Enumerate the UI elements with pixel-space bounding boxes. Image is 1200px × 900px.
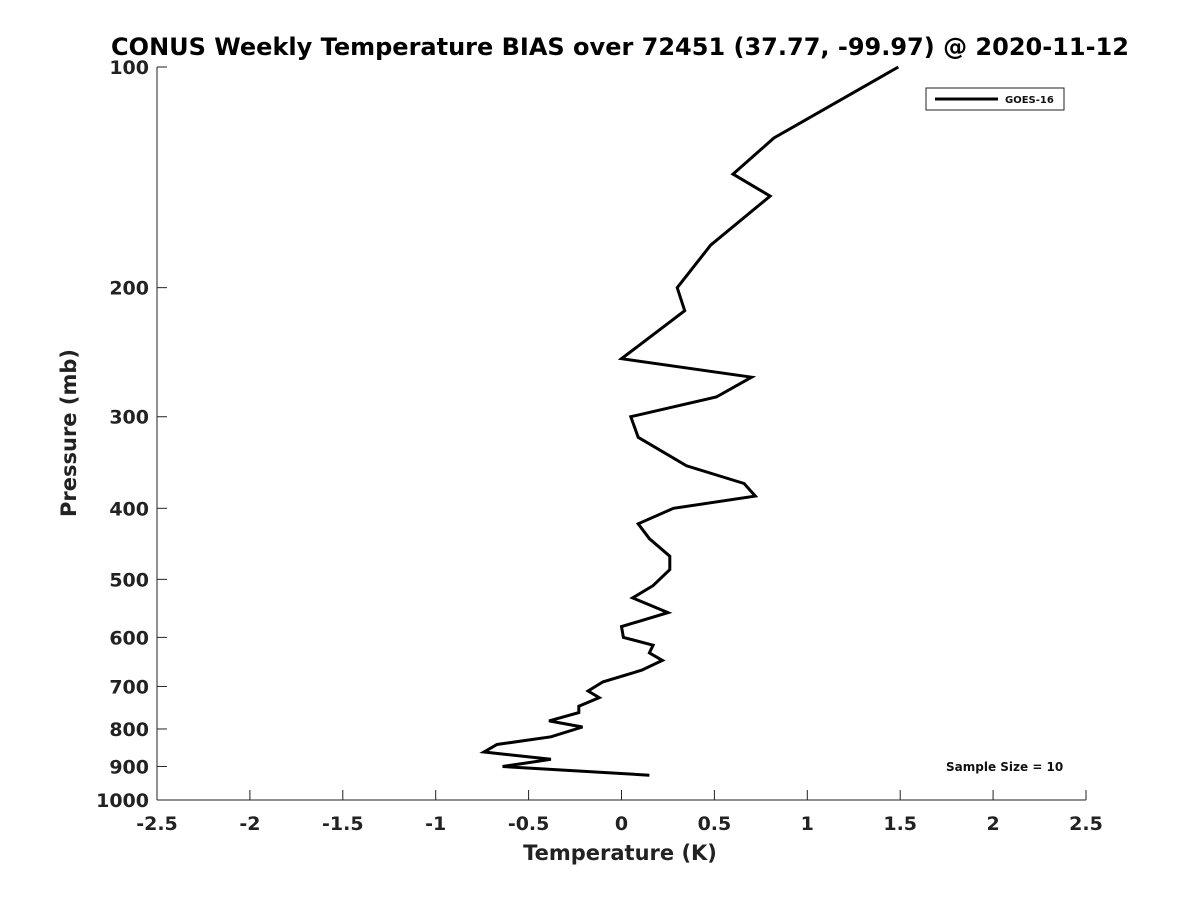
y-tick-label: 1000 [96, 790, 149, 812]
x-tick-label: 1.5 [883, 813, 917, 835]
y-tick-label: 100 [109, 57, 149, 79]
series-line-goes-16 [479, 65, 900, 777]
x-tick-label: -0.5 [508, 813, 550, 835]
y-tick-label: 700 [109, 676, 149, 698]
x-axis-label: Temperature (K) [523, 841, 717, 865]
y-tick-label: 300 [109, 407, 149, 429]
x-tick-label: 0 [615, 813, 628, 835]
plot-area [157, 67, 1086, 800]
y-tick-label: 500 [109, 569, 149, 591]
x-tick-label: 2 [986, 813, 999, 835]
chart-title: CONUS Weekly Temperature BIAS over 72451… [111, 33, 1129, 61]
x-tick-label: -1 [425, 813, 446, 835]
x-tick-label: -2 [239, 813, 260, 835]
y-tick-label: 200 [109, 278, 149, 300]
x-tick-label: -1.5 [322, 813, 364, 835]
x-tick-label: 0.5 [698, 813, 732, 835]
y-axis-label: Pressure (mb) [57, 349, 81, 517]
x-tick-label: 1 [801, 813, 814, 835]
legend: GOES-16 [925, 87, 1065, 111]
sample-size-annotation: Sample Size = 10 [946, 760, 1063, 774]
y-tick-label: 600 [109, 627, 149, 649]
y-axis: 100 200 300 400 500 600 700 800 900 1000 [96, 57, 167, 812]
x-tick-label: -2.5 [136, 813, 178, 835]
legend-label-goes-16: GOES-16 [1005, 95, 1054, 106]
y-tick-label: 400 [109, 498, 149, 520]
y-tick-label: 800 [109, 719, 149, 741]
x-axis: -2.5 -2 -1.5 -1 -0.5 0 0.5 1 1.5 2 2.5 [136, 790, 1103, 835]
y-tick-label: 900 [109, 756, 149, 778]
x-tick-label: 2.5 [1069, 813, 1103, 835]
